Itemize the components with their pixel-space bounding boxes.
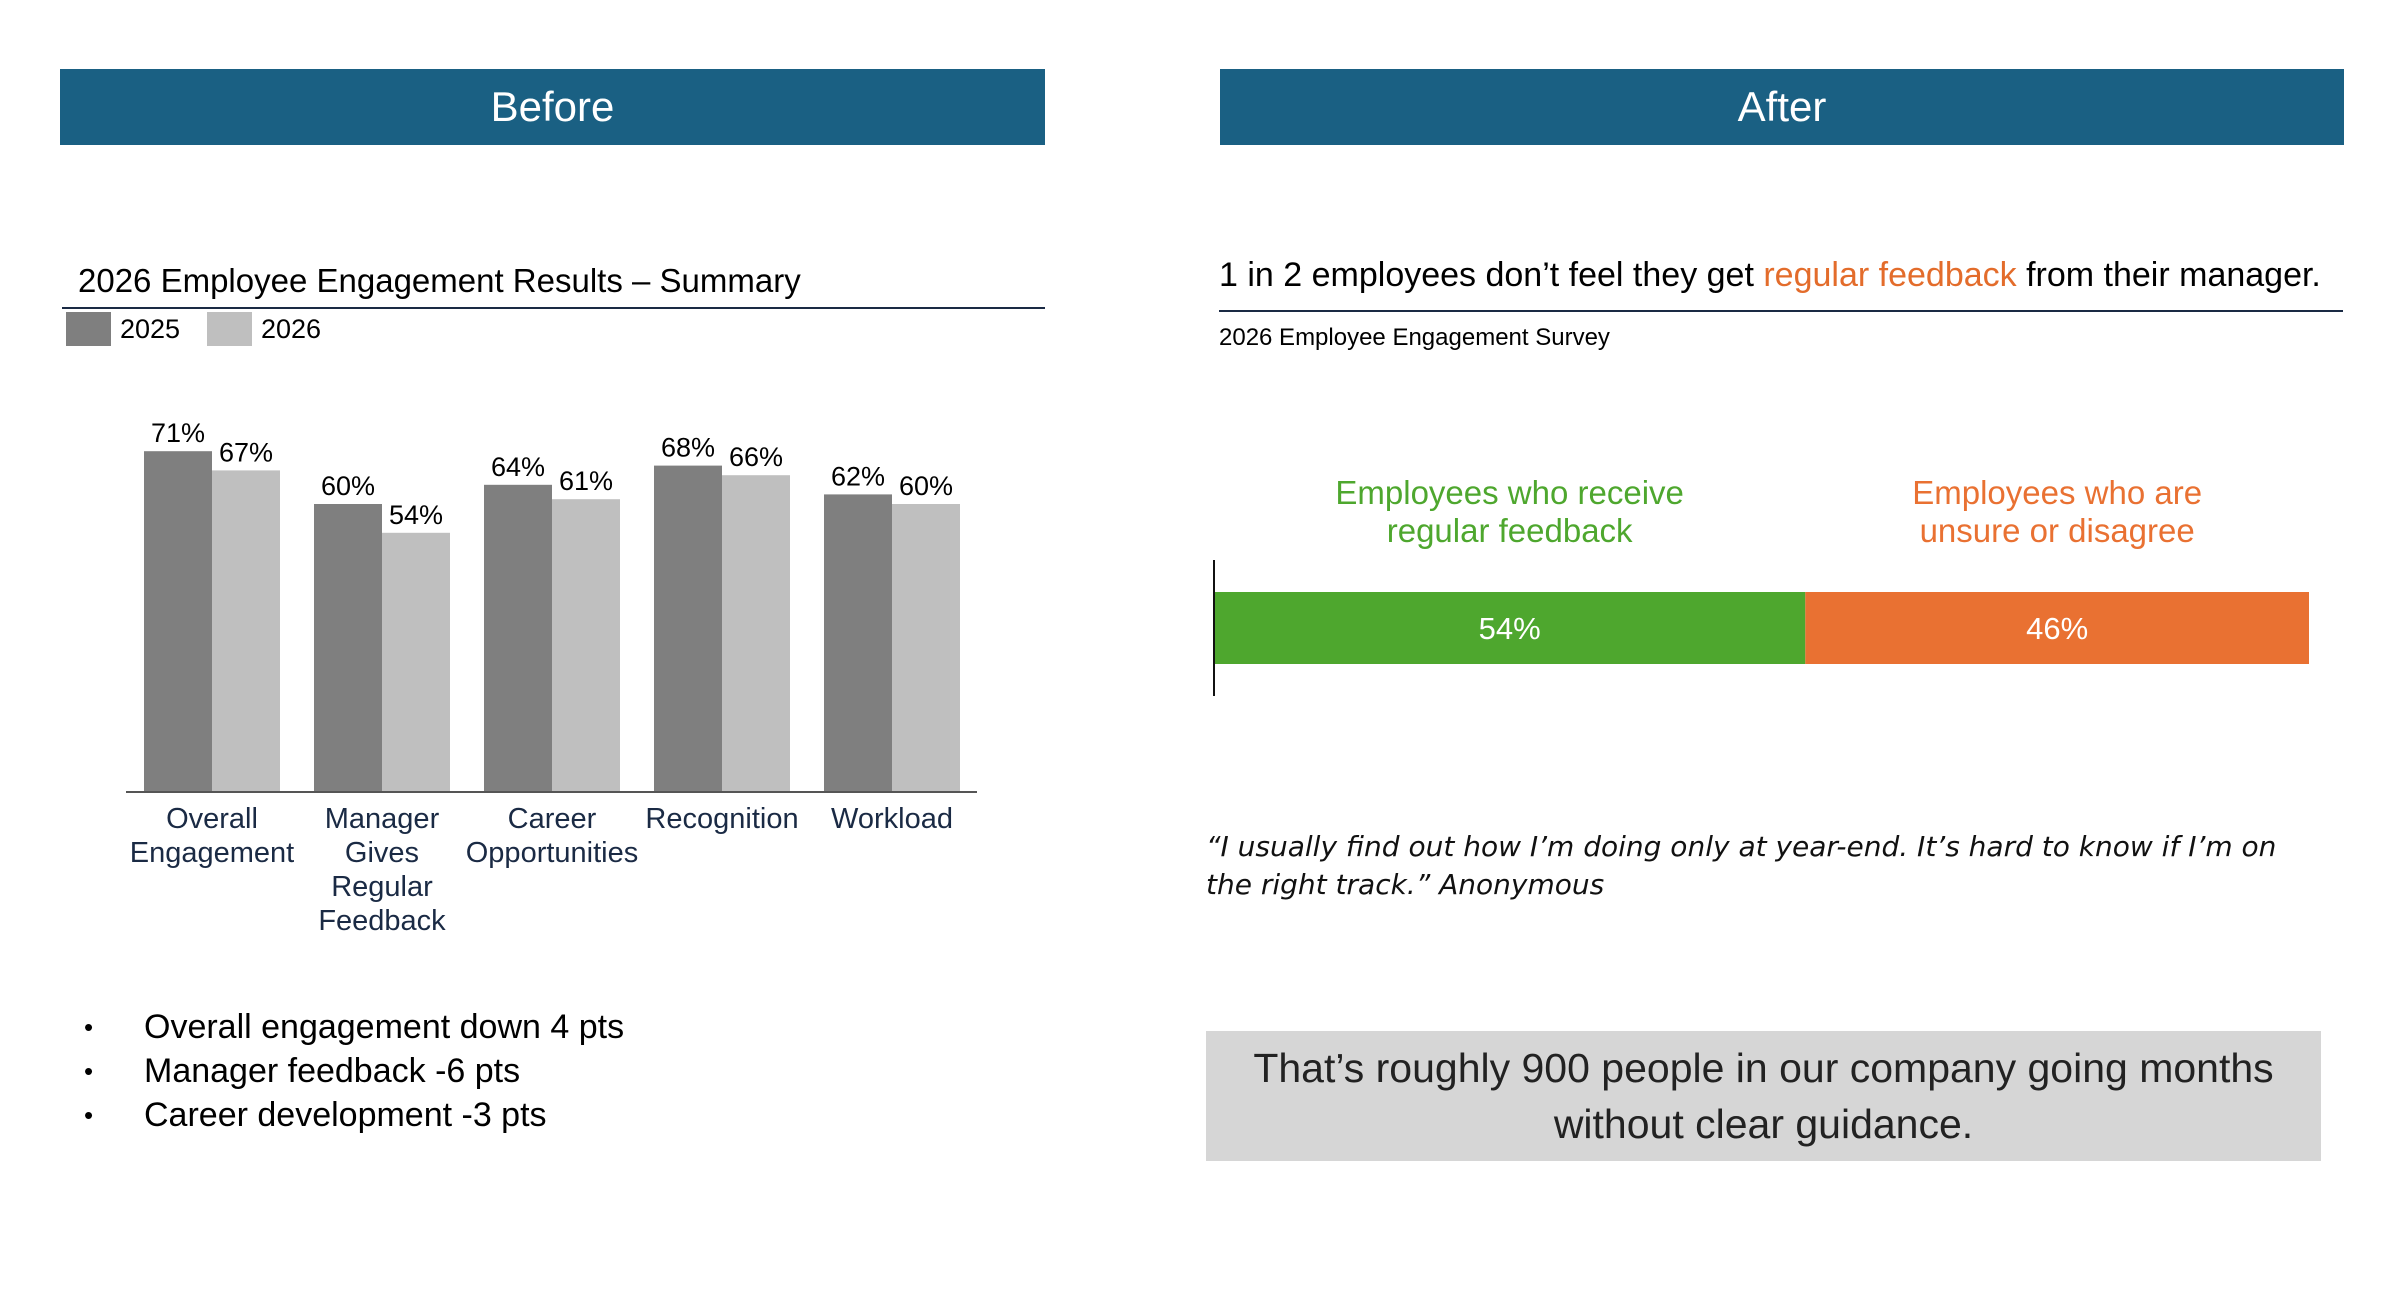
bar-2025 [314,504,382,792]
bar-2025 [654,465,722,792]
category-label-line: Feedback [318,905,446,937]
headline-accent: regular feedback [1763,256,2017,294]
legend-label-2025: 2025 [120,313,181,344]
data-label-2025: 62% [831,461,885,491]
legend-label-2026: 2026 [261,313,322,344]
bullet-marker: • [84,1011,94,1042]
chart-title: 2026 Employee Engagement Results – Summa… [78,262,801,299]
bullet-text: Career development -3 pts [144,1095,547,1134]
callout-box: That’s roughly 900 people in our company… [1206,1031,2321,1161]
category-label-line: Recognition [645,803,798,835]
category-label: Recognition [645,803,798,835]
segment-title-line: Employees who receive [1335,474,1684,511]
segment-value-label: 46% [2026,611,2088,646]
data-label-2026: 67% [219,437,273,467]
data-label-2026: 60% [899,471,953,501]
data-label-2025: 60% [321,471,375,501]
after-headline: 1 in 2 employees don’t feel they get reg… [1219,256,2321,295]
bar-2025 [824,494,892,792]
source-note: 2026 Employee Engagement Survey [1219,324,1610,351]
category-label-line: Gives [345,837,419,869]
bar-2025 [484,484,552,792]
segment-title: Employees who are unsure or disagree [1912,474,2202,549]
category-label-line: Overall [166,803,258,835]
category-label-line: Regular [331,871,433,903]
bar-2026 [382,532,450,792]
segment-title-line: Employees who are [1912,474,2202,511]
before-banner: Before [60,69,1045,145]
engagement-bar-chart: 71% 67% Overall Engagement 60% 54% Manager Give… [126,418,977,937]
segment-title-line: regular feedback [1387,512,1633,549]
legend-item-2026: 2026 [207,312,321,346]
chart-title-divider [62,307,1045,309]
category-label: Overall Engagement [130,803,294,869]
data-label-2026: 54% [389,500,443,530]
feedback-split-bar-chart: 54% Employees who receive regular feedback… [1213,474,2309,696]
headline-prefix: 1 in 2 employees don’t feel they get [1219,256,1764,294]
bullet-item: • Manager feedback -6 pts [82,1049,624,1093]
data-label-2025: 71% [151,418,205,448]
category-label: Workload [831,803,953,835]
headline-divider [1219,310,2343,312]
bullet-marker: • [84,1055,94,1086]
summary-bullet-list: • Overall engagement down 4 pts • Manage… [82,1005,624,1137]
bar-2026 [892,504,960,792]
headline-suffix: from their manager. [2016,256,2321,294]
category-label-line: Workload [831,803,953,835]
bar-2026 [722,475,790,792]
bar-2026 [212,470,280,792]
legend-item-2025: 2025 [66,312,180,346]
bullet-text: Manager feedback -6 pts [144,1051,521,1090]
callout-text: That’s roughly 900 people in our company… [1253,1045,2274,1147]
bullet-item: • Overall engagement down 4 pts [82,1005,624,1049]
data-label-2025: 64% [491,452,545,482]
category-label: Manager Gives Regular Feedback [318,803,446,937]
category-label-line: Opportunities [466,837,639,869]
bullet-text: Overall engagement down 4 pts [144,1007,625,1046]
legend-swatch-2026 [207,312,252,346]
category-label: Career Opportunities [466,803,639,869]
after-banner: After [1220,69,2344,145]
bar-2026 [552,499,620,792]
split-segment-2 [1805,592,2309,664]
split-segment-1 [1214,592,1806,664]
segment-value-label: 54% [1479,611,1541,646]
employee-quote: “I usually find out how I’m doing only a… [1206,830,2277,901]
legend-swatch-2025 [66,312,111,346]
category-label-line: Manager [325,803,440,835]
category-label-line: Engagement [130,837,294,869]
data-label-2026: 61% [559,466,613,496]
segment-title-line: unsure or disagree [1920,512,2195,549]
segment-title: Employees who receive regular feedback [1335,474,1684,549]
data-label-2025: 68% [661,433,715,463]
bar-2025 [144,451,212,792]
bullet-item: • Career development -3 pts [82,1093,624,1137]
data-label-2026: 66% [729,442,783,472]
category-label-line: Career [508,803,597,835]
bullet-marker: • [84,1099,94,1130]
